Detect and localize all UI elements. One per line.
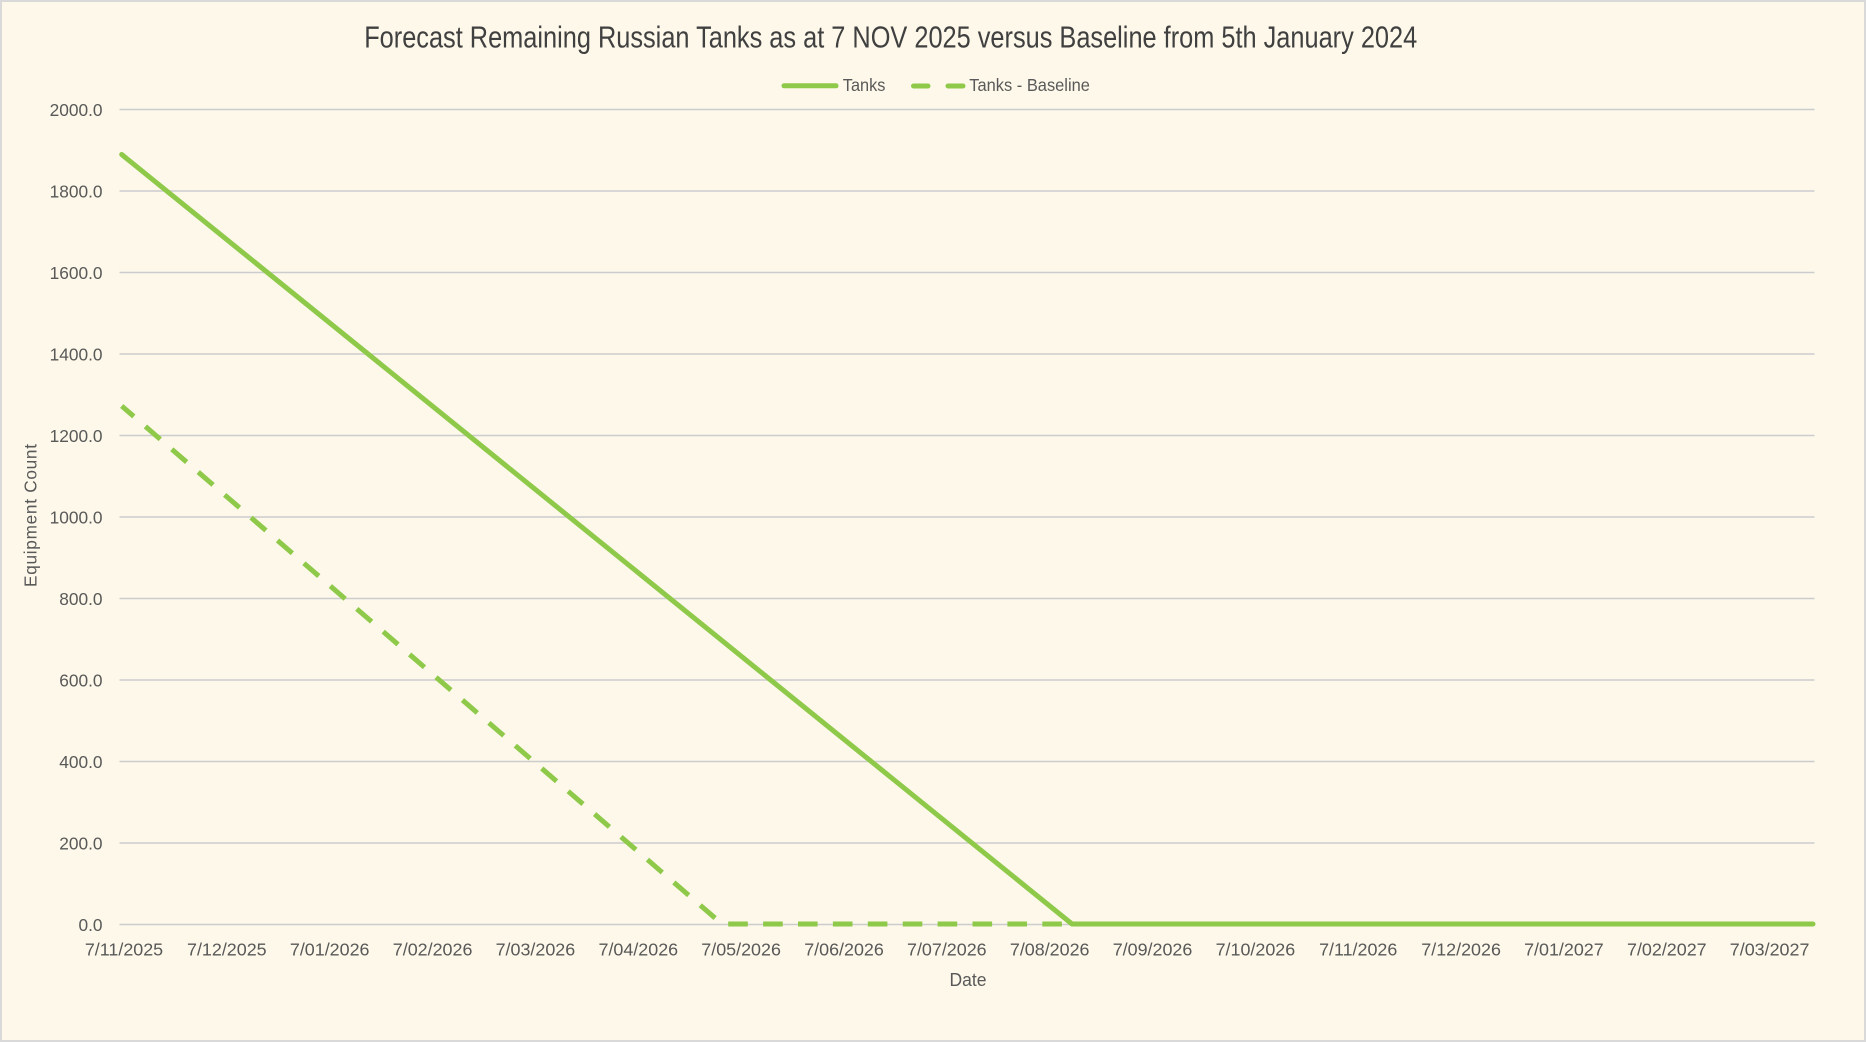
svg-text:7/02/2027: 7/02/2027 <box>1627 940 1707 960</box>
svg-text:7/05/2026: 7/05/2026 <box>701 940 781 960</box>
svg-text:7/09/2026: 7/09/2026 <box>1113 940 1193 960</box>
svg-text:1000.0: 1000.0 <box>50 508 103 528</box>
svg-text:Tanks: Tanks <box>843 75 886 95</box>
svg-text:Date: Date <box>950 969 987 990</box>
svg-text:7/12/2026: 7/12/2026 <box>1421 940 1501 960</box>
svg-text:7/02/2026: 7/02/2026 <box>393 940 473 960</box>
svg-text:7/06/2026: 7/06/2026 <box>804 940 884 960</box>
svg-text:200.0: 200.0 <box>59 834 102 854</box>
svg-text:7/01/2027: 7/01/2027 <box>1524 940 1604 960</box>
svg-text:1200.0: 1200.0 <box>50 426 103 446</box>
svg-text:7/03/2027: 7/03/2027 <box>1730 940 1810 960</box>
svg-text:7/11/2026: 7/11/2026 <box>1319 940 1397 960</box>
svg-text:7/07/2026: 7/07/2026 <box>907 940 987 960</box>
svg-text:Forecast Remaining Russian Tan: Forecast Remaining Russian Tanks as at 7… <box>364 20 1417 54</box>
svg-text:1800.0: 1800.0 <box>50 182 103 202</box>
svg-text:1600.0: 1600.0 <box>50 263 103 283</box>
svg-text:2000.0: 2000.0 <box>50 100 103 120</box>
svg-text:7/10/2026: 7/10/2026 <box>1216 940 1296 960</box>
svg-text:400.0: 400.0 <box>59 752 102 772</box>
svg-text:1400.0: 1400.0 <box>50 345 103 365</box>
svg-text:7/12/2025: 7/12/2025 <box>187 940 267 960</box>
svg-text:7/11/2025: 7/11/2025 <box>85 940 163 960</box>
svg-text:Tanks - Baseline: Tanks - Baseline <box>969 75 1090 95</box>
svg-text:800.0: 800.0 <box>59 589 102 609</box>
svg-text:Equipment Count: Equipment Count <box>21 444 41 587</box>
svg-text:7/04/2026: 7/04/2026 <box>599 940 679 960</box>
svg-text:7/03/2026: 7/03/2026 <box>496 940 576 960</box>
svg-text:7/08/2026: 7/08/2026 <box>1010 940 1090 960</box>
svg-text:7/01/2026: 7/01/2026 <box>290 940 370 960</box>
svg-text:600.0: 600.0 <box>59 671 102 691</box>
svg-text:0.0: 0.0 <box>78 915 102 935</box>
